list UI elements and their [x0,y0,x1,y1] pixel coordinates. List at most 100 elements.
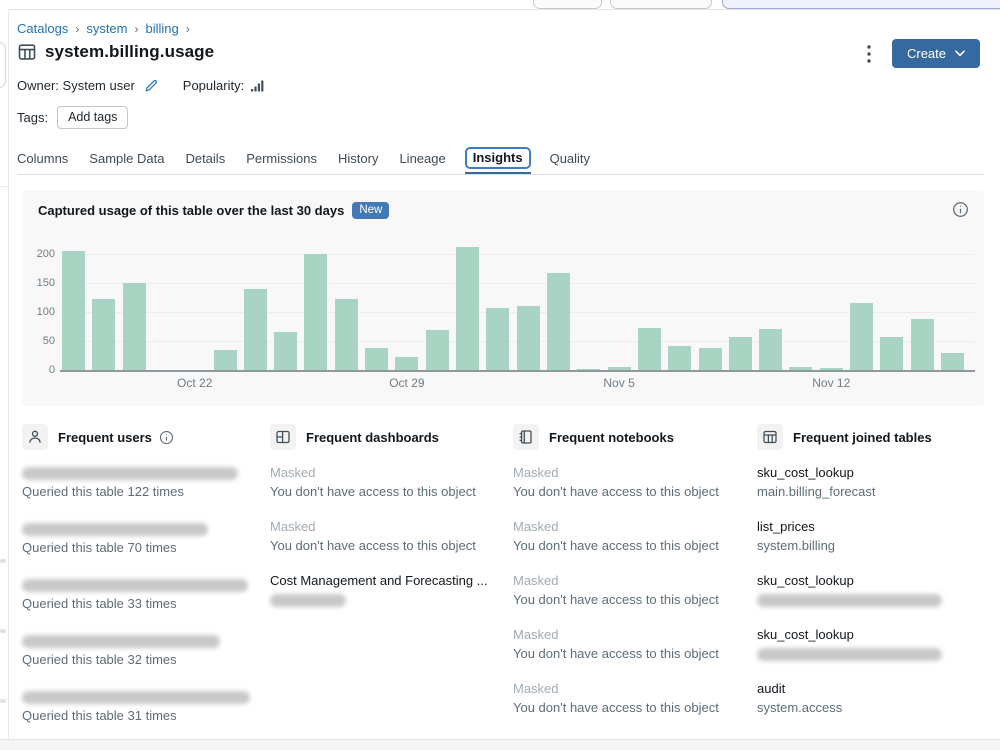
add-tags-button[interactable]: Add tags [57,106,129,129]
entry-name[interactable]: audit [757,681,786,696]
list-item: Cost Management and Forecasting ... [270,573,502,627]
list-item: list_prices system.billing [757,519,989,573]
usage-bar-oct-27 [334,299,358,370]
popularity-bars-icon [251,79,264,92]
left-rail-mark [0,559,6,563]
entry-name[interactable]: sku_cost_lookup [757,465,854,480]
masked-name: Masked [270,519,316,534]
entry-subtitle: You don't have access to this object [513,700,719,715]
breadcrumb-separator: › [185,21,190,36]
list-item: Masked You don't have access to this obje… [513,519,745,573]
cutoff-search-input[interactable] [722,0,1000,9]
create-button[interactable]: Create [892,39,980,68]
entry-name[interactable]: sku_cost_lookup [757,627,854,642]
y-tick-label: 100 [36,306,55,318]
entry-subtitle: You don't have access to this object [513,592,719,607]
list-item: audit system.access [757,681,989,735]
section-notebooks: Frequent notebooks Masked You don't have a… [513,420,745,715]
popularity-label: Popularity: [182,78,245,93]
frequency-sections: Frequent users Queried this table 122 tim… [22,420,984,738]
usage-bar-nov-4 [577,368,601,370]
list-item: Masked You don't have access to this obje… [513,573,745,627]
info-icon[interactable] [952,201,969,218]
breadcrumb-separator: › [134,21,139,36]
tab-insights[interactable]: Insights [464,147,531,169]
usage-bar-nov-15 [910,318,934,370]
breadcrumb-link-system[interactable]: system [86,21,128,36]
tab-details[interactable]: Details [185,150,226,166]
usage-bar-oct-29 [395,357,419,370]
entry-name[interactable]: sku_cost_lookup [757,573,854,588]
cutoff-control-2[interactable] [610,0,712,9]
list-item: Queried this table 122 times [22,467,254,521]
entry-subtitle: Queried this table 70 times [22,540,177,555]
kebab-icon [867,45,871,63]
info-icon[interactable] [159,430,174,445]
notebook-icon-box [513,424,539,450]
usage-bar-nov-3 [546,273,570,370]
left-rail-line [0,186,8,187]
usage-bar-oct-31 [456,247,480,370]
y-tick-label: 150 [36,277,55,289]
usage-bar-oct-24 [243,288,267,370]
list-item: Queried this table 32 times [22,635,254,689]
usage-bar-nov-16 [940,352,964,370]
usage-bar-oct-25 [274,331,298,370]
edit-owner-button[interactable] [144,78,159,93]
x-axis-line [60,370,975,372]
masked-name-pill [22,691,250,704]
joined-table-icon-box [757,424,783,450]
masked-name-pill [22,523,208,536]
y-tick-label: 0 [48,364,55,376]
masked-name-pill [22,579,248,592]
entry-subtitle: You don't have access to this object [513,646,719,661]
usage-bar-nov-12 [819,368,843,370]
masked-name-pill [22,635,220,648]
tab-columns[interactable]: Columns [17,150,69,166]
tab-permissions[interactable]: Permissions [246,150,317,166]
dashboard-icon [275,429,291,445]
usage-bar-oct-26 [304,254,328,370]
list-item: Masked You don't have access to this obje… [513,465,745,519]
masked-name: Masked [513,465,559,480]
masked-name: Masked [513,519,559,534]
tab-history[interactable]: History [338,150,379,166]
masked-subtitle-pill [757,648,942,661]
tags-label: Tags: [17,110,49,125]
create-button-label: Create [906,46,947,61]
usage-panel-title: Captured usage of this table over the la… [38,202,390,219]
page-title: system.billing.usage [45,42,215,61]
entry-subtitle: main.billing_forecast [757,484,876,499]
kebab-menu-button[interactable] [858,43,880,65]
entry-subtitle: You don't have access to this object [513,538,719,553]
breadcrumb-link-billing[interactable]: billing [145,21,179,36]
entry-subtitle: You don't have access to this object [270,538,476,553]
usage-insights-panel: Captured usage of this table over the la… [22,190,984,406]
section-header-joined-tables: Frequent joined tables [757,424,989,450]
x-tick-label: Nov 12 [812,376,851,390]
table-icon [17,42,37,62]
list-item: Masked You don't have access to this obje… [513,627,745,681]
tab-sample-data[interactable]: Sample Data [89,150,165,166]
list-item: Queried this table 33 times [22,579,254,633]
top-divider [8,9,1000,10]
usage-bar-nov-9 [728,336,752,370]
tab-lineage[interactable]: Lineage [399,150,446,166]
entry-subtitle: system.access [757,700,843,715]
tab-quality[interactable]: Quality [549,150,591,166]
section-title-dashboards: Frequent dashboards [306,429,439,445]
owner-label: Owner: System user [17,78,135,93]
entry-name[interactable]: list_prices [757,519,815,534]
tab-bar: Columns Sample Data Details Permissions Hist… [17,147,591,169]
joined-table-icon [762,429,778,445]
list-item: sku_cost_lookup [757,627,989,681]
breadcrumb-link-Catalogs[interactable]: Catalogs [17,21,69,36]
entry-name[interactable]: Cost Management and Forecasting ... [270,573,488,588]
x-tick-label: Oct 22 [177,376,213,390]
cutoff-control-1[interactable] [533,0,602,9]
list-item: Masked You don't have access to this obje… [270,519,502,573]
list-item: Masked You don't have access to this obje… [513,681,745,735]
section-header-users: Frequent users [22,424,254,450]
breadcrumb-separator: › [75,21,80,36]
usage-bar-nov-7 [668,345,692,370]
